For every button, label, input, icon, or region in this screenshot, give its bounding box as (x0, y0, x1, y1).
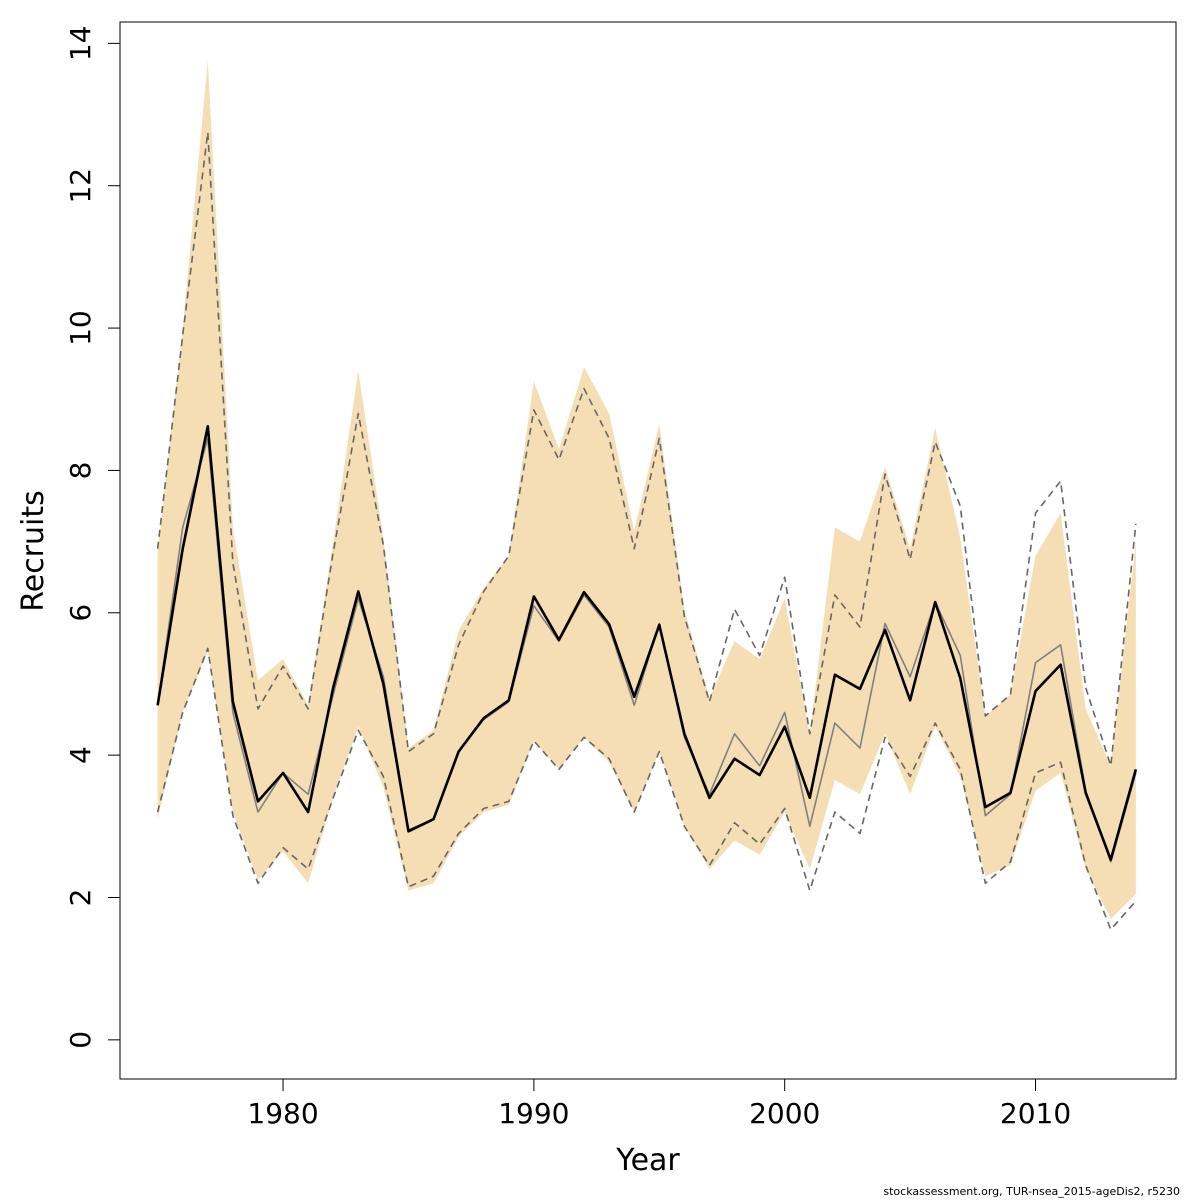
footer-source-text: stockassessment.org, TUR-nsea_2015-ageDi… (883, 1185, 1180, 1198)
y-tick-label: 8 (64, 462, 97, 480)
y-axis: 0 2 4 6 8 10 12 14 (64, 26, 121, 1049)
x-tick-label: 1980 (247, 1097, 318, 1130)
series-lines-layer (156, 131, 1138, 931)
y-tick-label: 4 (64, 746, 97, 764)
x-tick-label: 2010 (1000, 1097, 1071, 1130)
x-axis: 1980 1990 2000 2010 (247, 1078, 1071, 1130)
y-tick-label: 6 (64, 604, 97, 622)
y-tick-label: 12 (64, 168, 97, 204)
y-tick-label: 2 (64, 889, 97, 907)
x-tick-label: 2000 (749, 1097, 820, 1130)
y-tick-label: 14 (64, 26, 97, 62)
main-line-series (156, 424, 1138, 862)
x-tick-label: 1990 (498, 1097, 569, 1130)
lower-dashed-series (156, 647, 1137, 931)
x-axis-title: Year (615, 1143, 680, 1178)
y-axis-title: Recruits (16, 490, 51, 612)
y-tick-label: 10 (64, 310, 97, 346)
y-tick-label: 0 (64, 1031, 97, 1049)
upper-dashed-series (156, 131, 1137, 767)
